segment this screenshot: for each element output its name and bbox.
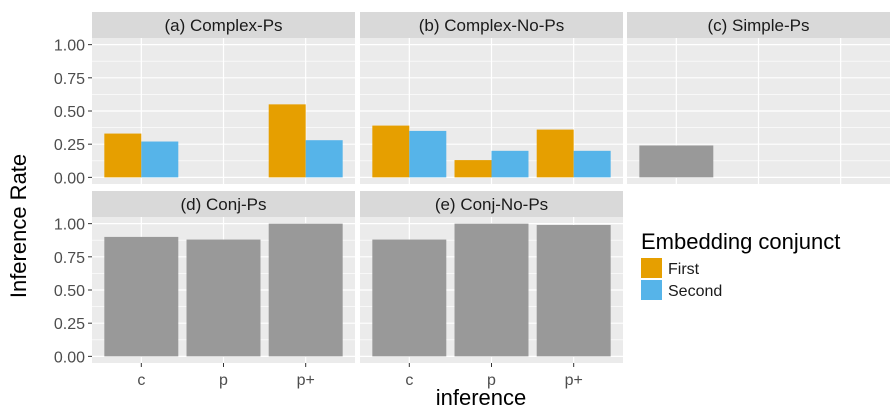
- facet-3: (c) Simple-Ps: [627, 12, 890, 184]
- facet-title: (e) Conj-No-Ps: [435, 195, 548, 214]
- y-tick-label: 0.75: [54, 71, 85, 88]
- bar: [141, 141, 179, 178]
- facet-title: (d) Conj-Ps: [181, 195, 267, 214]
- facet-title: (b) Complex-No-Ps: [419, 16, 564, 35]
- legend-swatch-first: [641, 258, 662, 278]
- bar: [536, 224, 611, 357]
- facet-title: (a) Complex-Ps: [164, 16, 282, 35]
- facet-strip: [360, 191, 623, 217]
- bar: [305, 140, 343, 178]
- bar: [104, 133, 142, 178]
- bar: [491, 150, 529, 178]
- x-tick-label: p+: [297, 372, 315, 389]
- x-tick-label: c: [405, 372, 413, 389]
- bar: [104, 236, 179, 357]
- bar: [186, 239, 261, 357]
- x-tick-label: p: [487, 372, 496, 389]
- legend: Embedding conjunct First Second: [641, 229, 840, 300]
- bar: [372, 125, 410, 178]
- facet-strip: [92, 12, 355, 38]
- x-tick-label: c: [137, 372, 145, 389]
- y-tick-label: 1.00: [54, 217, 85, 234]
- bar: [372, 239, 447, 357]
- bar: [536, 129, 574, 178]
- facet-strip: [360, 12, 623, 38]
- bar: [409, 130, 447, 178]
- y-tick-label: 0.75: [54, 250, 85, 267]
- y-tick-label: 0.25: [54, 316, 85, 333]
- facet-strip: [92, 191, 355, 217]
- legend-swatch-second: [641, 280, 662, 300]
- facet-4: (d) Conj-Ps 0.00 0.25 0.50 0.75 1.00 c p p+: [54, 191, 355, 389]
- legend-label-first: First: [668, 261, 700, 278]
- y-axis-title: Inference Rate: [6, 154, 31, 298]
- bar: [454, 223, 529, 357]
- x-tick-label: p+: [565, 372, 583, 389]
- y-tick-label: 1.00: [54, 38, 85, 55]
- facet-title: (c) Simple-Ps: [707, 16, 809, 35]
- x-axis-title: inference: [436, 385, 527, 410]
- legend-label-second: Second: [668, 283, 722, 300]
- legend-title: Embedding conjunct: [641, 229, 840, 254]
- bar: [268, 223, 343, 357]
- y-tick-label: 0.50: [54, 104, 85, 121]
- y-tick-label: 0.00: [54, 170, 85, 187]
- facet-2: (b) Complex-No-Ps: [360, 12, 623, 184]
- facet-1: (a) Complex-Ps 0.00 0.25 0.50 0.75 1.00: [54, 12, 355, 187]
- facet-5: (e) Conj-No-Ps c p p+: [360, 191, 623, 389]
- bar: [639, 145, 714, 178]
- bar: [573, 150, 611, 178]
- y-tick-label: 0.25: [54, 137, 85, 154]
- facet-panels: (a) Complex-Ps 0.00 0.25 0.50 0.75 1.00 (b) Co…: [54, 12, 890, 389]
- bar: [268, 104, 306, 178]
- y-tick-label: 0.50: [54, 283, 85, 300]
- bar: [454, 160, 492, 178]
- x-tick-label: p: [219, 372, 228, 389]
- facet-strip: [627, 12, 890, 38]
- axes: inference Inference Rate: [6, 154, 526, 410]
- y-tick-label: 0.00: [54, 349, 85, 366]
